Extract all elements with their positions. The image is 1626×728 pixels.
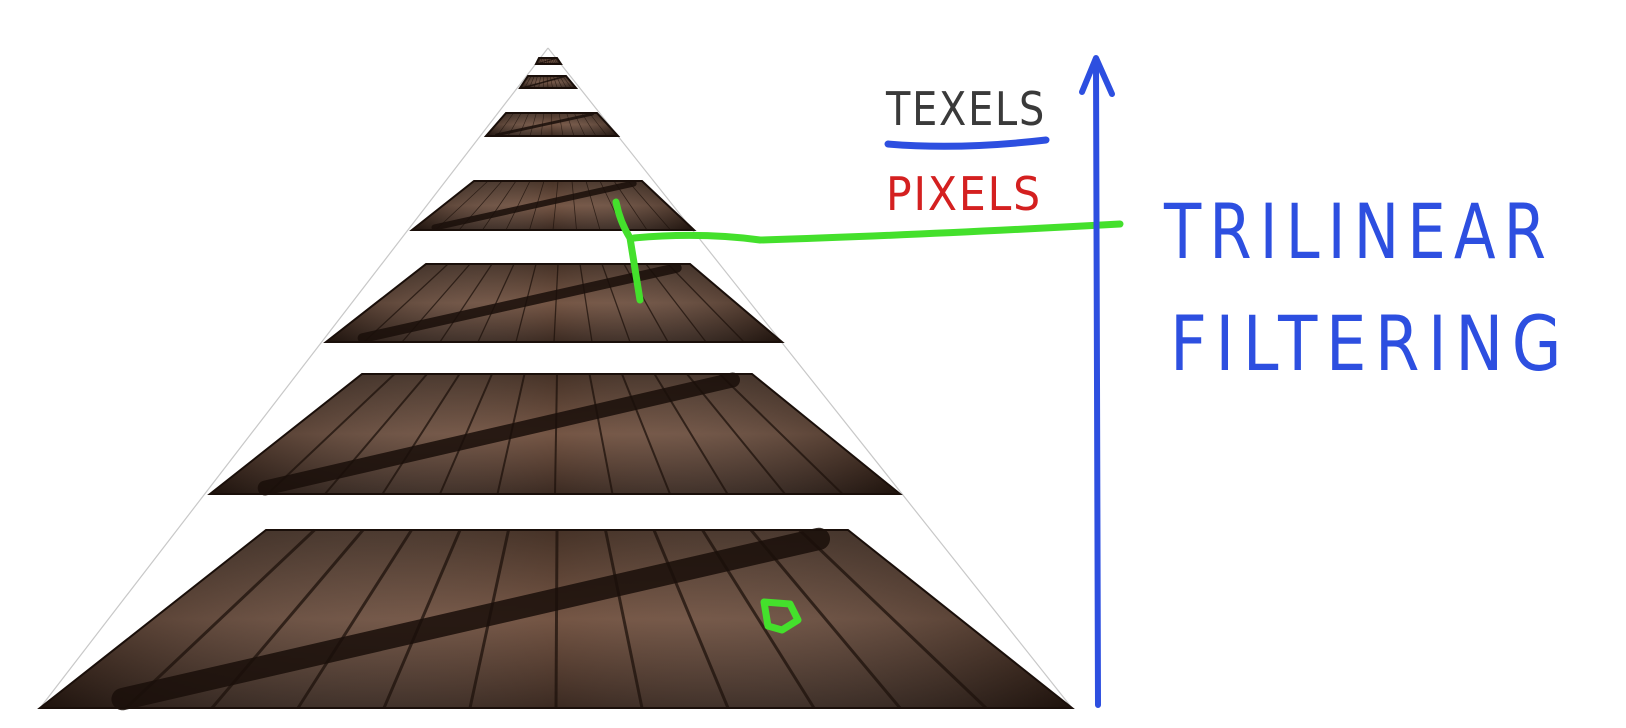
pointer-line xyxy=(612,198,1124,304)
mipmap-level-4 xyxy=(483,112,621,137)
texels-underline xyxy=(884,136,1050,150)
title-line-2: FILTERING xyxy=(1170,299,1570,388)
mipmap-levels xyxy=(37,57,1075,711)
mipmap-level-0 xyxy=(37,527,1075,711)
mipmap-level-6 xyxy=(534,57,563,65)
pixel-footprint-marker xyxy=(760,598,802,634)
title-line-1: TRILINEAR xyxy=(1163,187,1554,276)
texels-label: TEXELS xyxy=(885,82,1046,136)
mip-level-axis-arrow xyxy=(1079,55,1115,708)
pixels-label: PIXELS xyxy=(886,167,1042,221)
mipmap-level-2 xyxy=(323,263,785,343)
pyramid-outline xyxy=(39,47,1073,709)
mipmap-level-1 xyxy=(207,372,903,496)
pixel-footprint-pointer xyxy=(612,198,1124,634)
mipmap-level-5 xyxy=(518,75,579,89)
mipmap-level-3 xyxy=(409,180,697,231)
